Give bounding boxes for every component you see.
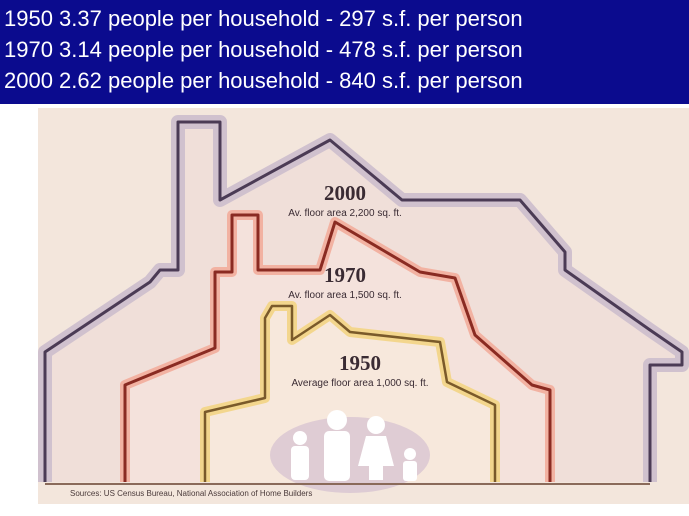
house-floor-area: Average floor area 1,000 sq. ft. [291, 378, 428, 389]
page: 1950 3.37 people per household - 297 s.f… [0, 0, 689, 516]
source-note: Sources: US Census Bureau, National Asso… [70, 489, 312, 498]
house-year: 1950 [339, 351, 381, 375]
house-year: 2000 [324, 181, 366, 205]
house-floor-area: Av. floor area 2,200 sq. ft. [288, 208, 402, 219]
house-year: 1970 [324, 263, 366, 287]
illustration: 2000 Av. floor area 2,200 sq. ft. 1970 A… [0, 0, 689, 516]
house-floor-area: Av. floor area 1,500 sq. ft. [288, 290, 402, 301]
